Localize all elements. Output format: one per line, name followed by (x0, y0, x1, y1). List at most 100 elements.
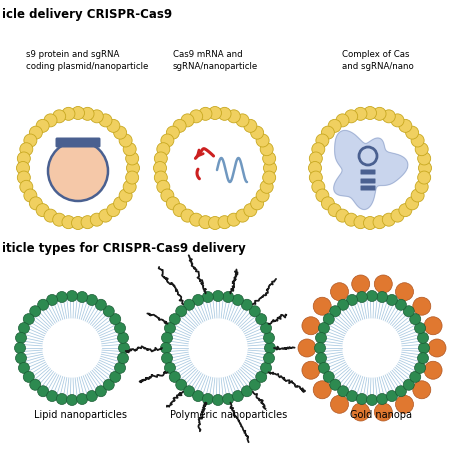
Circle shape (223, 393, 234, 404)
Text: iticle types for CRISPR-Cas9 delivery: iticle types for CRISPR-Cas9 delivery (2, 242, 246, 255)
Circle shape (44, 209, 57, 222)
Circle shape (386, 391, 397, 401)
Circle shape (377, 393, 388, 404)
Circle shape (330, 306, 341, 317)
Circle shape (364, 107, 376, 119)
Circle shape (302, 317, 320, 335)
Circle shape (154, 162, 166, 174)
Circle shape (46, 391, 58, 401)
Circle shape (321, 126, 334, 139)
Circle shape (181, 114, 194, 127)
Circle shape (119, 189, 132, 202)
Circle shape (366, 291, 377, 301)
Circle shape (107, 119, 120, 132)
Circle shape (165, 118, 265, 218)
Circle shape (157, 143, 170, 155)
Circle shape (356, 292, 367, 302)
Circle shape (337, 386, 348, 397)
Circle shape (36, 204, 49, 217)
Circle shape (16, 332, 27, 343)
FancyBboxPatch shape (55, 137, 100, 147)
Circle shape (155, 152, 167, 165)
Circle shape (406, 126, 419, 139)
Circle shape (91, 213, 103, 226)
Circle shape (26, 302, 118, 394)
Circle shape (249, 306, 260, 317)
Circle shape (202, 393, 213, 404)
Circle shape (119, 134, 132, 147)
Circle shape (209, 217, 221, 229)
Circle shape (114, 197, 127, 210)
Circle shape (316, 353, 327, 364)
Circle shape (53, 213, 66, 226)
Circle shape (176, 379, 187, 390)
Circle shape (244, 119, 257, 132)
Text: Complex of Cas
and sgRNA/nano: Complex of Cas and sgRNA/nano (342, 50, 414, 71)
Circle shape (264, 343, 275, 354)
Circle shape (56, 292, 67, 302)
Circle shape (419, 343, 429, 354)
Circle shape (126, 171, 139, 184)
Circle shape (236, 114, 249, 127)
Circle shape (251, 197, 264, 210)
Circle shape (161, 134, 174, 147)
Circle shape (183, 299, 195, 310)
Circle shape (46, 294, 58, 305)
Circle shape (53, 110, 66, 123)
Circle shape (403, 306, 414, 317)
Circle shape (330, 283, 348, 301)
Circle shape (415, 143, 428, 155)
Circle shape (228, 110, 240, 123)
Circle shape (399, 119, 412, 132)
Circle shape (330, 379, 341, 390)
Circle shape (310, 171, 322, 184)
Circle shape (209, 107, 221, 119)
Circle shape (18, 171, 30, 184)
Circle shape (424, 361, 442, 379)
Text: s9 protein and sgRNA
coding plasmid/nanoparticle: s9 protein and sgRNA coding plasmid/nano… (26, 50, 148, 71)
Circle shape (418, 152, 431, 165)
Circle shape (336, 114, 349, 127)
Circle shape (328, 119, 341, 132)
Circle shape (72, 107, 84, 119)
Circle shape (115, 323, 126, 334)
Circle shape (399, 204, 412, 217)
Circle shape (260, 180, 273, 193)
Circle shape (114, 126, 127, 139)
Circle shape (366, 394, 377, 405)
Circle shape (352, 275, 370, 293)
Circle shape (164, 363, 175, 374)
Circle shape (352, 403, 370, 421)
Circle shape (162, 332, 173, 343)
Circle shape (44, 114, 57, 127)
Circle shape (118, 353, 128, 364)
Circle shape (261, 323, 272, 334)
Circle shape (218, 107, 231, 120)
Circle shape (190, 110, 203, 123)
Circle shape (383, 213, 395, 226)
Circle shape (123, 180, 136, 193)
Circle shape (218, 216, 231, 228)
Circle shape (202, 292, 213, 302)
Circle shape (29, 126, 42, 139)
Circle shape (126, 152, 139, 165)
Circle shape (103, 306, 114, 317)
Circle shape (410, 314, 421, 325)
Circle shape (161, 343, 172, 354)
Circle shape (110, 314, 121, 325)
Circle shape (190, 213, 203, 226)
Circle shape (418, 353, 428, 364)
Circle shape (410, 372, 421, 383)
Circle shape (37, 299, 49, 310)
Circle shape (17, 162, 29, 174)
Circle shape (241, 299, 252, 310)
Circle shape (28, 118, 128, 218)
Circle shape (330, 395, 348, 413)
Circle shape (264, 353, 274, 364)
Circle shape (86, 294, 97, 305)
Circle shape (383, 110, 395, 123)
Circle shape (323, 372, 334, 383)
Circle shape (173, 204, 186, 217)
Circle shape (18, 363, 29, 374)
Circle shape (312, 143, 325, 155)
